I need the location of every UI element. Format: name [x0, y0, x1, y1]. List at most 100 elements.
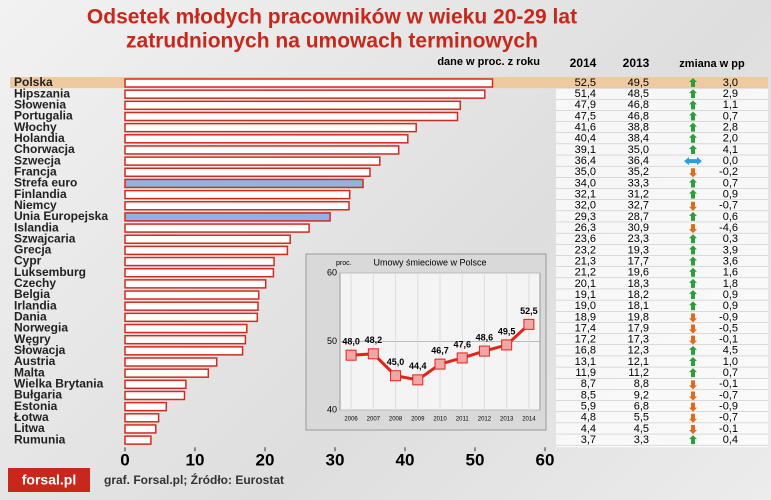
- change-value: -0,1: [719, 423, 738, 435]
- change-arrow: [689, 100, 697, 110]
- value-2014: 47,9: [575, 99, 596, 111]
- value-2013: 19,3: [628, 244, 649, 256]
- change-value: 0,9: [723, 289, 738, 301]
- change-value: 0,7: [723, 177, 738, 189]
- x-tick-label: 40: [396, 450, 415, 469]
- change-arrow: [689, 267, 697, 277]
- value-2014: 8,5: [581, 389, 596, 401]
- value-2014: 18,9: [575, 311, 596, 323]
- column-header: 2013: [623, 56, 650, 70]
- value-2014: 13,1: [575, 356, 596, 368]
- value-2013: 38,4: [628, 133, 649, 145]
- title: Odsetek młodych pracowników w wieku 20-2…: [87, 6, 577, 29]
- change-value: -0,7: [719, 200, 738, 212]
- change-arrow: [689, 234, 697, 244]
- category-label: Strefa euro: [14, 176, 77, 190]
- change-arrow: [689, 89, 697, 99]
- value-2013: 18,1: [628, 300, 649, 312]
- change-value: 1,6: [723, 267, 738, 279]
- value-2013: 46,8: [628, 99, 649, 111]
- category-label: Słowacja: [14, 343, 66, 357]
- change-arrow: [689, 122, 697, 132]
- bar: [124, 212, 331, 222]
- value-2014: 23,6: [575, 233, 596, 245]
- value-2014: 20,1: [575, 278, 596, 290]
- change-arrow: [689, 189, 697, 199]
- x-tick-label: 60: [536, 450, 555, 469]
- value-2013: 8,8: [634, 378, 649, 390]
- inset-ylabel: proc.: [336, 260, 352, 267]
- bar: [124, 290, 260, 300]
- value-2013: 17,3: [628, 334, 649, 346]
- bar: [124, 334, 247, 345]
- value-2013: 17,9: [628, 322, 649, 334]
- value-2014: 21,2: [575, 267, 596, 279]
- category-label: Irlandia: [14, 298, 57, 312]
- bar: [124, 390, 186, 401]
- value-2013: 36,4: [628, 155, 649, 167]
- change-arrow: [689, 133, 697, 143]
- point-label: 47,6: [453, 339, 471, 349]
- category-label: Litwa: [14, 421, 45, 435]
- inset-title: Umowy śmieciowe w Polsce: [373, 257, 486, 267]
- change-arrow: [689, 144, 697, 154]
- value-2014: 47,5: [575, 110, 596, 122]
- change-value: 0,9: [723, 189, 738, 201]
- value-2014: 17,4: [575, 322, 596, 334]
- value-2014: 4,8: [581, 412, 596, 424]
- value-2014: 36,4: [575, 155, 596, 167]
- bar: [124, 312, 259, 323]
- change-arrow: [689, 402, 697, 412]
- change-arrow: [689, 201, 697, 211]
- bar: [124, 122, 417, 133]
- category-label: Portugalia: [14, 109, 73, 123]
- source: graf. Forsal.pl; Źródło: Eurostat: [104, 472, 284, 487]
- value-2014: 26,3: [575, 222, 596, 234]
- value-2013: 32,7: [628, 200, 649, 212]
- bar: [124, 323, 248, 334]
- change-arrow: [689, 357, 697, 366]
- value-2013: 30,9: [628, 222, 649, 234]
- change-value: -0,1: [719, 334, 738, 346]
- change-value: 2,8: [723, 122, 738, 134]
- value-2014: 40,4: [575, 133, 596, 145]
- value-2013: 6,8: [634, 401, 649, 413]
- category-label: Polska: [14, 75, 53, 89]
- category-label: Hipszania: [14, 86, 70, 100]
- value-2013: 9,2: [634, 389, 649, 401]
- value-2013: 38,8: [628, 122, 649, 134]
- change-arrow: [689, 168, 697, 178]
- change-value: -0,2: [719, 166, 738, 178]
- y-tick-label: 40: [327, 404, 337, 414]
- category-label: Islandia: [14, 220, 59, 234]
- value-2013: 19,8: [628, 311, 649, 323]
- x-tick-label: 10: [186, 450, 205, 469]
- change-value: 2,9: [723, 88, 738, 100]
- change-value: -0,1: [719, 378, 738, 390]
- category-label: Czechy: [14, 276, 56, 290]
- bar: [124, 401, 168, 412]
- point: [367, 348, 379, 360]
- change-arrow: [684, 157, 702, 166]
- bar: [124, 346, 244, 356]
- bar: [124, 357, 218, 367]
- x-tick-label: 2010: [433, 417, 447, 423]
- change-arrow: [689, 435, 697, 445]
- value-2013: 4,5: [634, 423, 649, 435]
- change-value: 0,6: [723, 211, 738, 223]
- point-label: 44,4: [409, 361, 427, 371]
- category-label: Estonia: [14, 399, 58, 413]
- category-label: Chorwacja: [14, 142, 75, 156]
- x-tick-label: 2007: [367, 417, 381, 423]
- change-value: 4,1: [723, 144, 738, 156]
- value-2013: 49,5: [628, 77, 649, 89]
- value-2014: 3,7: [581, 434, 596, 446]
- point: [478, 345, 490, 357]
- bar: [124, 111, 459, 122]
- y-tick-label: 60: [327, 267, 337, 277]
- change-value: -0,9: [719, 401, 738, 413]
- x-tick-label: 2012: [478, 417, 492, 423]
- value-2014: 16,8: [575, 345, 596, 357]
- change-arrow: [689, 413, 697, 423]
- table-bg: [556, 77, 768, 448]
